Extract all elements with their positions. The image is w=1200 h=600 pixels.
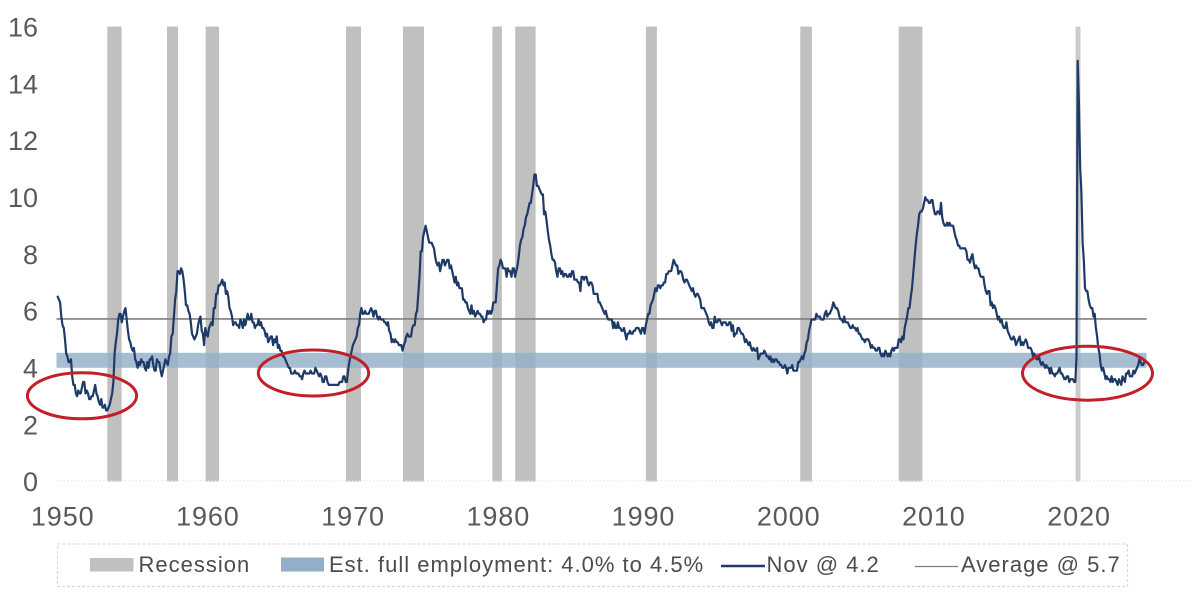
svg-text:2000: 2000 — [757, 502, 821, 532]
svg-text:10: 10 — [8, 183, 38, 213]
svg-text:2010: 2010 — [902, 502, 966, 532]
svg-text:1980: 1980 — [466, 502, 530, 532]
svg-text:Nov @ 4.2: Nov @ 4.2 — [767, 552, 880, 577]
svg-text:12: 12 — [8, 126, 38, 156]
svg-text:14: 14 — [8, 69, 38, 99]
svg-text:8: 8 — [23, 240, 38, 270]
svg-text:2: 2 — [23, 410, 38, 440]
svg-text:6: 6 — [23, 297, 38, 327]
svg-text:0: 0 — [23, 467, 38, 497]
svg-text:1960: 1960 — [176, 502, 240, 532]
svg-text:1990: 1990 — [612, 502, 676, 532]
svg-text:4: 4 — [23, 354, 38, 384]
svg-text:Average @ 5.7: Average @ 5.7 — [961, 552, 1121, 577]
svg-text:1950: 1950 — [31, 502, 95, 532]
svg-text:1970: 1970 — [321, 502, 385, 532]
svg-text:Recession: Recession — [139, 552, 251, 577]
svg-text:Est. full employment: 4.0% to: Est. full employment: 4.0% to 4.5% — [329, 552, 704, 577]
svg-text:2020: 2020 — [1047, 502, 1111, 532]
svg-text:16: 16 — [8, 12, 38, 42]
